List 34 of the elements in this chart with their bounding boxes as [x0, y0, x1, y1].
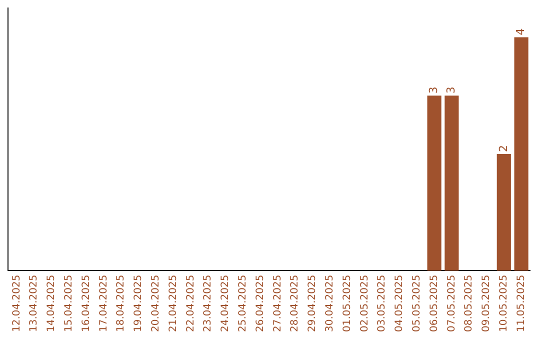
x-tick-label: 01.05.2025	[342, 274, 353, 332]
x-tick-label: 24.04.2025	[220, 274, 232, 332]
data-label: 3	[444, 86, 458, 94]
data-label: 4	[514, 28, 528, 36]
x-tick-label: 21.04.2025	[168, 274, 179, 332]
x-tick-label: 04.05.2025	[394, 274, 406, 332]
x-tick-label: 14.04.2025	[46, 274, 58, 332]
x-tick-label: 06.05.2025	[428, 274, 440, 332]
x-tick-label: 12.04.2025	[11, 274, 22, 332]
x-tick-label: 16.04.2025	[80, 274, 92, 332]
x-tick-label: 13.04.2025	[28, 274, 40, 332]
x-tick-label: 09.05.2025	[481, 274, 492, 332]
x-tick-label: 20.04.2025	[150, 274, 162, 332]
x-tick-label: 23.04.2025	[202, 274, 214, 332]
x-tick-label: 05.05.2025	[411, 274, 422, 332]
x-tick-label: 08.05.2025	[464, 274, 475, 332]
x-tick-label: 18.04.2025	[116, 274, 127, 332]
x-tick-label: 27.04.2025	[272, 274, 284, 332]
x-tick-label: 28.04.2025	[290, 274, 301, 332]
x-tick-label: 07.05.2025	[446, 274, 458, 332]
x-tick-label: 25.04.2025	[237, 274, 248, 332]
x-tick-label: 15.04.2025	[63, 274, 74, 332]
x-tick-label: 11.05.2025	[516, 274, 527, 332]
x-tick-label: 30.04.2025	[324, 274, 336, 332]
x-tick-label: 10.05.2025	[498, 274, 510, 332]
x-tick-label: 17.04.2025	[98, 274, 110, 332]
x-tick-label: 02.05.2025	[359, 274, 370, 332]
x-tick-label: 19.04.2025	[133, 274, 144, 332]
data-label: 3	[427, 86, 440, 94]
x-tick-label: 03.05.2025	[376, 274, 388, 332]
x-tick-label: 26.04.2025	[254, 274, 266, 332]
x-tick-label: 29.04.2025	[307, 274, 318, 332]
data-label: 2	[496, 144, 510, 152]
x-tick-label: 22.04.2025	[185, 274, 196, 332]
